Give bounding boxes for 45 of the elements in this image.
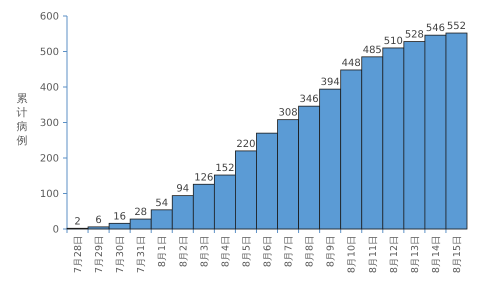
x-tick-label: 8月3日 — [199, 235, 210, 268]
data-label: 485 — [362, 44, 382, 56]
x-tick-label: 7月29日 — [94, 235, 106, 274]
x-tick-label: 8月15日 — [452, 235, 463, 274]
data-label: 394 — [320, 77, 340, 88]
x-tick-label: 8月13日 — [410, 235, 421, 274]
data-label: 448 — [342, 58, 361, 69]
x-tick-label: 8月14日 — [430, 235, 442, 274]
y-axis-title: 累计病例 — [16, 92, 28, 147]
data-label: 308 — [278, 108, 298, 119]
data-label: 346 — [300, 94, 319, 106]
data-label: 510 — [384, 36, 403, 47]
x-tick-label: 8月11日 — [368, 235, 379, 274]
data-label: 2 — [74, 216, 81, 228]
x-tick-label: 8月10日 — [346, 235, 358, 274]
x-tick-label: 7月30日 — [115, 235, 126, 274]
y-tick-label: 600 — [40, 12, 59, 22]
x-tick-label: 8月6日 — [262, 235, 274, 268]
x-tick-label: 8月1日 — [157, 235, 168, 268]
data-label: 528 — [404, 30, 424, 41]
x-tick-label: 8月5日 — [241, 235, 252, 268]
x-tick-label: 8月8日 — [304, 235, 316, 268]
x-tick-label: 8月2日 — [178, 235, 190, 268]
data-label: 126 — [194, 172, 214, 184]
x-tick-label: 7月28日 — [73, 235, 84, 274]
x-tick-label: 8月7日 — [284, 235, 295, 268]
data-label: 28 — [134, 207, 148, 218]
x-tick-label: 8月9日 — [326, 235, 337, 268]
data-label: 220 — [236, 138, 256, 150]
y-tick-label: 300 — [40, 118, 59, 129]
data-label: 94 — [176, 184, 190, 195]
y-tick-label: 100 — [40, 189, 59, 200]
data-label: 54 — [155, 198, 168, 209]
data-label: 6 — [95, 214, 102, 226]
x-tick-label: 7月31日 — [136, 235, 148, 274]
data-label: 552 — [446, 21, 466, 32]
data-label: 546 — [426, 23, 445, 34]
y-tick-label: 0 — [52, 224, 59, 236]
x-tick-label: 8月12日 — [388, 235, 400, 274]
y-tick-label: 400 — [40, 82, 59, 94]
data-label: 16 — [113, 211, 126, 222]
y-tick-label: 200 — [40, 154, 59, 164]
y-tick-label: 500 — [40, 47, 59, 58]
data-label: 152 — [215, 163, 234, 174]
x-tick-label: 8月4日 — [220, 235, 232, 268]
